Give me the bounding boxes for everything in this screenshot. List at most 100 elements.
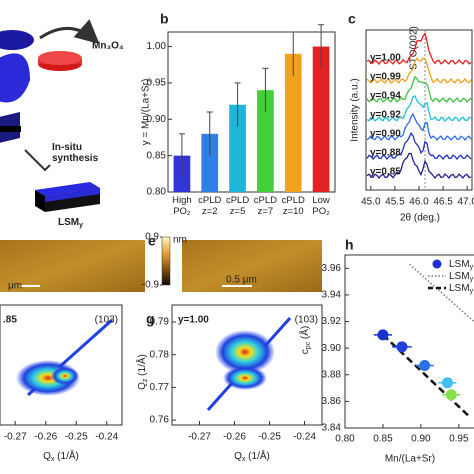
colorbar-tick-label: -0.9 [142,280,160,291]
y-axis-label-tail: (Å) [298,326,311,342]
xrd-curve [366,31,472,65]
rsm-frame-f [0,304,123,426]
x-tick-label: -0.26 [34,432,57,443]
rsm-label: y=1.00 [178,315,209,326]
y-tick-label: 3.88 [322,369,342,380]
x-axis-label-tail: (1/Å) [245,449,269,462]
x-tick-label: -0.25 [258,432,281,443]
x-tick-label: 45.0 [361,197,381,208]
y-tick-label: 3.86 [322,396,342,407]
model-line [409,263,474,323]
y-tick-label: 0.79 [150,317,170,328]
rsm-map-g [206,317,292,411]
x-tick-label: -0.26 [223,432,246,443]
xrd-curve [366,112,472,142]
x-tick-label: cPLD z=7 [253,195,278,217]
x-tick-label: -0.25 [65,432,88,443]
afm-image-d [0,240,145,292]
panel-letter: e [148,233,156,249]
y-axis-label-main: c [300,349,311,354]
x-tick-label: 0.80 [335,434,355,445]
y-tick-label: 3.90 [322,343,342,354]
x-axis-label: Qx (1/Å) [43,449,79,464]
x-tick-label: 0.85 [373,434,393,445]
rsm-map-f [16,318,113,397]
x-axis-label-sub: x [242,456,246,463]
point [445,389,457,401]
xrd-curve [366,152,472,180]
curve-label: y=0.88 [370,148,401,159]
colorbar-tick-label: 0.9 [145,232,159,243]
scale-label: μm [8,281,22,292]
curve-label: y=0.94 [370,91,401,102]
y-tick-label: 0.76 [150,415,170,426]
colorbar [161,236,171,286]
legend-label: LSMy [449,271,474,284]
y-tick-label: 0.90 [147,114,167,125]
bar [284,53,302,193]
x-axis-label-main: Q [234,451,242,462]
point [377,329,389,341]
panel-letter: h [345,237,354,253]
x-tick-label: Low PO₂ [312,195,330,217]
y-axis-label: Intensity (a.u.) [350,78,361,141]
legend-label: LSMy [449,259,474,272]
x-tick-label: -0.27 [188,432,211,443]
curve-label: y=0.92 [370,110,401,121]
x-tick-label: 45.5 [385,197,405,208]
legend-label-main: LSM [449,283,470,294]
point [441,377,453,389]
product-label: Mn₃O₄ [92,41,124,52]
y-tick-label: 0.78 [150,349,170,360]
plot-frame [167,31,336,193]
schematic [0,19,100,212]
curve-label: y=0.90 [370,129,401,140]
x-tick-label: 46.5 [433,197,453,208]
point [419,359,431,371]
x-axis-label: Qx (1/Å) [234,449,270,464]
y-axis-label: cpc (Å) [298,326,313,355]
legend-label-sub: y [470,276,474,283]
bar [312,46,330,192]
film-label-sub: y [79,222,83,229]
x-axis-label-main: Q [43,451,51,462]
legend-label-main: LSM [449,271,470,282]
bar [229,104,246,192]
film-label: LSMy [58,217,83,230]
peak-label: STO(002) [409,26,420,70]
panel-letter: g [146,311,155,327]
film-label-main: LSM [58,217,79,228]
legend-label-main: LSM [449,259,470,270]
xrd-curve [366,132,472,161]
rsm-index: (103) [95,315,118,326]
y-tick-label: 0.77 [150,382,170,393]
x-axis-label: Mn/(La+Sr) [385,454,435,465]
x-axis-label-tail: (1/Å) [54,449,78,462]
scatter-frame [344,254,474,429]
rsm-index: (103) [295,315,318,326]
y-axis-label-main: Q [137,382,148,390]
x-axis-label-sub: x [51,456,55,463]
curve-label: y=0.99 [370,72,401,83]
xrd-curve [366,57,472,84]
panel-letter: c [348,11,356,27]
y-tick-label: 3.96 [322,263,342,274]
y-axis-label: y = Mn/(La+Sr) [141,79,152,146]
afm-image-e [182,240,322,292]
x-tick-label: 46.0 [409,197,429,208]
legend-label-sub: y [470,264,474,271]
step-label: In-situ synthesis [52,142,99,164]
xrd-curve [366,95,472,122]
y-tick-label: 3.92 [322,316,342,327]
x-tick-label: 0.95 [449,434,469,445]
y-tick-label: 0.85 [147,150,167,161]
y-tick-label: 0.80 [147,187,167,198]
x-tick-label: 47.0 [457,197,474,208]
rsm-label: .85 [3,315,17,326]
y-tick-label: 0.95 [147,78,167,89]
x-tick-label: 0.90 [411,434,431,445]
legend-label: LSMy [449,283,474,296]
rsm-frame-g [171,304,323,426]
